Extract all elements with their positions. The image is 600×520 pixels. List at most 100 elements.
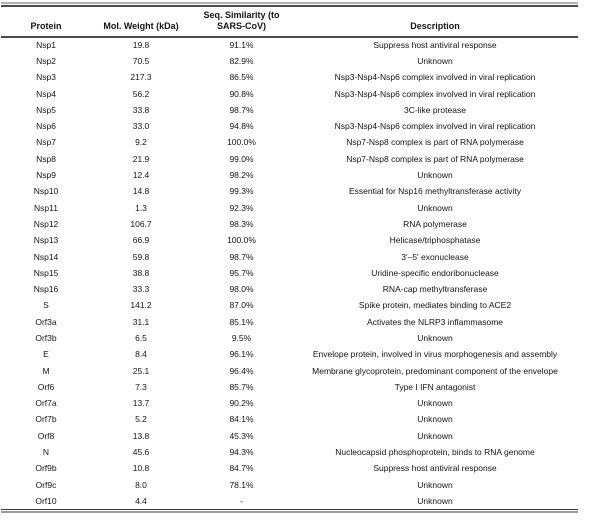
- cell-mol-weight: 38.8: [132, 267, 150, 278]
- cell-description: RNA-cap methyltransferase: [382, 284, 488, 295]
- cell-mol-weight: 31.1: [132, 316, 150, 327]
- cell-protein: Nsp14: [33, 251, 59, 262]
- cell-protein: Nsp9: [36, 170, 56, 181]
- cell-description: Unknown: [417, 55, 453, 66]
- cell-similarity: 96.1%: [229, 349, 254, 360]
- cell-protein: Orf8: [37, 430, 55, 441]
- bottom-rule: [1, 511, 578, 514]
- table-header: Protein Mol. Weight (kDa) Seq. Similarit…: [1, 5, 578, 38]
- cell-description: Unknown: [417, 414, 453, 425]
- cell-description: Nsp3-Nsp4-Nsp6 complex involved in viral…: [334, 121, 536, 132]
- cell-similarity: 92.3%: [229, 202, 254, 213]
- cell-similarity: 78.1%: [229, 479, 254, 490]
- cell-mol-weight: 33.0: [132, 121, 150, 132]
- cell-similarity: 84.1%: [229, 414, 254, 425]
- table-body: Nsp1 19.8 91.1% Suppress host antiviral res…: [1, 37, 578, 510]
- cell-mol-weight: 7.3: [135, 381, 147, 392]
- cell-protein: Nsp3: [36, 72, 56, 83]
- table-row: Orf8 13.8 45.3% Unknown: [1, 428, 578, 444]
- cell-description: Unknown: [417, 495, 453, 506]
- table-row: Nsp2 70.5 82.9% Unknown: [1, 53, 578, 69]
- cell-description: Nsp3-Nsp4-Nsp6 complex involved in viral…: [334, 88, 536, 99]
- cell-description: Unknown: [417, 430, 453, 441]
- cell-similarity: 96.4%: [229, 365, 254, 376]
- cell-similarity: 82.9%: [229, 55, 254, 66]
- cell-mol-weight: 5.2: [135, 414, 147, 425]
- cell-similarity: 45.3%: [229, 430, 254, 441]
- cell-protein: Orf3a: [35, 316, 57, 327]
- cell-protein: Nsp7: [36, 137, 56, 148]
- cell-mol-weight: 59.8: [132, 251, 150, 262]
- cell-mol-weight: 33.3: [132, 284, 150, 295]
- cell-similarity: 98.2%: [229, 170, 254, 181]
- table-header-row: Protein Mol. Weight (kDa) Seq. Similarit…: [1, 5, 578, 38]
- table-row: Nsp12 106.7 98.3% RNA polymerase: [1, 216, 578, 232]
- cell-mol-weight: 6.5: [135, 332, 147, 343]
- cell-protein: Orf3b: [35, 332, 57, 343]
- column-header-mol-weight: Mol. Weight (kDa): [91, 5, 191, 38]
- cell-protein: Nsp4: [36, 88, 56, 99]
- cell-description: 3′–5′ exonuclease: [401, 251, 469, 262]
- table-row: Nsp16 33.3 98.0% RNA-cap methyltransferase: [1, 281, 578, 297]
- cell-protein: Orf10: [35, 495, 57, 506]
- cell-description: Unknown: [417, 332, 453, 343]
- cell-protein: Nsp15: [33, 267, 59, 278]
- table-row: Nsp1 19.8 91.1% Suppress host antiviral res…: [1, 37, 578, 53]
- cell-mol-weight: 45.6: [132, 447, 150, 458]
- protein-table: Protein Mol. Weight (kDa) Seq. Similarit…: [1, 4, 578, 510]
- cell-similarity: 98.7%: [229, 104, 254, 115]
- cell-similarity: 98.7%: [229, 251, 254, 262]
- cell-protein: N: [42, 447, 50, 458]
- cell-similarity: 90.8%: [229, 88, 254, 99]
- cell-similarity: 85.7%: [229, 381, 254, 392]
- cell-mol-weight: 13.7: [132, 398, 150, 409]
- cell-protein: Orf9b: [35, 463, 57, 474]
- cell-protein: S: [43, 300, 49, 311]
- cell-protein: Nsp10: [33, 186, 59, 197]
- cell-description: Essential for Nsp16 methyltransferase ac…: [349, 186, 521, 197]
- cell-similarity: 84.7%: [229, 463, 254, 474]
- cell-similarity: 99.3%: [229, 186, 254, 197]
- table-row: Orf3b 6.5 9.5% Unknown: [1, 330, 578, 346]
- cell-description: Suppress host antiviral response: [373, 40, 497, 51]
- table-row: Orf7b 5.2 84.1% Unknown: [1, 411, 578, 427]
- cell-protein: Orf7b: [35, 414, 57, 425]
- cell-similarity: 85.1%: [229, 316, 254, 327]
- cell-mol-weight: 4.4: [135, 495, 147, 506]
- cell-description: Type I IFN antagonist: [394, 381, 476, 392]
- table-row: Orf3a 31.1 85.1% Activates the NLRP3 inflam…: [1, 314, 578, 330]
- cell-mol-weight: 1.3: [135, 202, 147, 213]
- cell-similarity: 90.2%: [229, 398, 254, 409]
- column-header-description: Description: [292, 5, 578, 38]
- table-row: Nsp9 12.4 98.2% Unknown: [1, 167, 578, 183]
- cell-protein: Nsp11: [34, 202, 58, 213]
- cell-similarity: 91.1%: [229, 40, 254, 51]
- cell-similarity: 87.0%: [229, 300, 254, 311]
- cell-mol-weight: 70.5: [132, 55, 150, 66]
- cell-similarity: 100.0%: [227, 137, 256, 148]
- table-row: Nsp4 56.2 90.8% Nsp3-Nsp4-Nsp6 complex invo…: [1, 85, 578, 101]
- cell-similarity: 98.0%: [229, 284, 254, 295]
- cell-similarity: 99.0%: [229, 153, 254, 164]
- table-row: Orf7a 13.7 90.2% Unknown: [1, 395, 578, 411]
- cell-similarity: 86.5%: [229, 72, 254, 83]
- cell-mol-weight: 10.8: [132, 463, 150, 474]
- cell-protein: Orf7a: [35, 398, 57, 409]
- cell-protein: Nsp16: [33, 284, 59, 295]
- cell-mol-weight: 8.4: [135, 349, 147, 360]
- cell-description: Unknown: [417, 202, 453, 213]
- cell-similarity: 98.3%: [229, 218, 254, 229]
- cell-protein: Nsp13: [33, 235, 59, 246]
- cell-mol-weight: 14.8: [132, 186, 150, 197]
- table-row: N 45.6 94.3% Nucleocapsid phosphoprotein, b…: [1, 444, 578, 460]
- table-row: Nsp13 66.9 100.0% Helicase/triphosphatase: [1, 232, 578, 248]
- cell-description: Unknown: [417, 398, 453, 409]
- cell-mol-weight: 217.3: [130, 72, 152, 83]
- cell-mol-weight: 12.4: [132, 170, 150, 181]
- cell-mol-weight: 8.0: [135, 479, 147, 490]
- cell-description: RNA polymerase: [403, 218, 467, 229]
- cell-similarity: 9.5%: [231, 332, 252, 343]
- column-header-similarity: Seq. Similarity (to SARS-CoV): [191, 5, 292, 38]
- cell-similarity: 94.3%: [229, 447, 254, 458]
